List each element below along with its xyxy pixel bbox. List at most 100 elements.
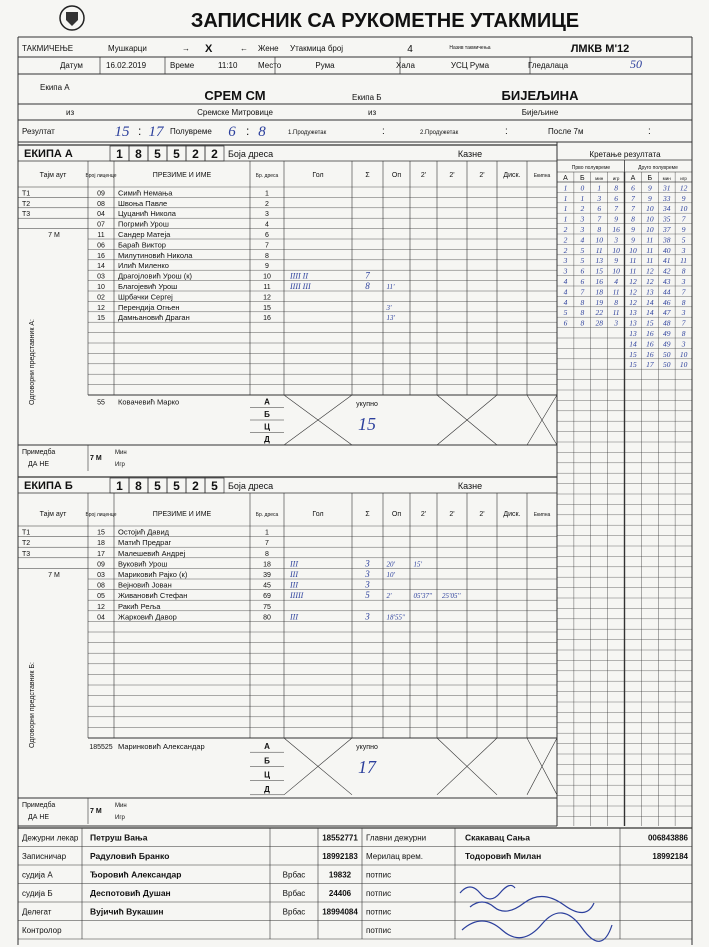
- field-text: 44: [663, 287, 671, 296]
- field-text: 14: [646, 308, 654, 317]
- field-text: 11:10: [218, 61, 238, 70]
- field-text: 19: [595, 298, 603, 307]
- field-text: 16: [646, 339, 654, 348]
- field-text: 10: [612, 267, 620, 276]
- field-text: Б: [648, 175, 653, 182]
- field-text: Број лиценце: [86, 173, 117, 179]
- field-text: Д: [264, 785, 270, 794]
- field-text: Врбас: [283, 871, 306, 880]
- field-text: 1: [116, 479, 123, 493]
- field-text: 7: [265, 242, 269, 249]
- field-text: 9: [631, 235, 635, 244]
- field-text: 15: [97, 530, 105, 537]
- field-text: Тајм аут: [40, 172, 67, 179]
- field-text: 5: [580, 246, 584, 255]
- field-text: Вујичић Вукашин: [90, 907, 163, 917]
- field-text: 6: [614, 194, 618, 203]
- field-text: ЕКИПА Б: [24, 480, 73, 492]
- field-text: Маринковић Александар: [118, 742, 205, 751]
- field-text: 7: [265, 540, 269, 547]
- field-text: мин: [663, 176, 672, 181]
- field-text: Диск.: [503, 172, 520, 179]
- field-text: Илић Миленко: [118, 261, 169, 270]
- field-text: 11: [646, 256, 653, 265]
- field-text: 15': [414, 560, 423, 568]
- field-text: 3: [364, 580, 370, 590]
- field-text: 55: [97, 400, 105, 407]
- field-text: 15: [629, 360, 637, 369]
- field-text: 10: [629, 246, 637, 255]
- field-text: IIIII: [289, 591, 304, 600]
- field-text: Дежурни лекар: [22, 834, 79, 843]
- field-text: 0: [580, 183, 584, 192]
- field-text: 9: [614, 256, 618, 265]
- field-text: Б: [264, 410, 270, 419]
- field-text: Петруш Вања: [90, 833, 148, 843]
- field-text: 1: [564, 215, 568, 224]
- field-text: 3: [579, 225, 584, 234]
- field-text: Б: [580, 175, 585, 182]
- field-text: ТАКМИЧЕЊЕ: [22, 44, 73, 53]
- field-text: 16.02.2019: [106, 61, 147, 70]
- field-text: 15: [358, 414, 376, 434]
- field-text: 13: [595, 256, 603, 265]
- field-text: 7: [682, 287, 686, 296]
- field-text: 2: [265, 201, 269, 208]
- field-text: T3: [22, 211, 30, 218]
- field-text: 10: [97, 284, 105, 291]
- field-text: 10: [263, 274, 271, 281]
- field-text: Хала: [396, 61, 415, 70]
- field-text: После 7м: [548, 127, 584, 136]
- field-text: потпис: [366, 889, 391, 898]
- field-text: 2': [449, 511, 454, 518]
- field-text: 10: [612, 246, 620, 255]
- field-text: судија А: [22, 871, 53, 880]
- field-text: 5: [564, 308, 568, 317]
- field-text: 05: [97, 593, 105, 600]
- field-text: 11: [646, 246, 653, 255]
- field-text: 18: [97, 540, 105, 547]
- field-text: 41: [663, 256, 671, 265]
- field-text: Вуковић Урош: [118, 559, 167, 568]
- field-text: А: [264, 398, 270, 407]
- field-text: Σ: [365, 172, 370, 179]
- field-text: игр: [680, 176, 687, 181]
- field-text: Оп: [392, 172, 401, 179]
- field-text: 3: [681, 246, 686, 255]
- field-text: Боја дреса: [228, 481, 273, 491]
- field-text: Диск.: [503, 511, 520, 518]
- field-text: 10: [680, 360, 688, 369]
- field-text: 8: [682, 329, 686, 338]
- field-text: 18994084: [322, 908, 358, 917]
- field-text: T3: [22, 551, 30, 558]
- field-text: Екипна: [534, 173, 551, 179]
- field-text: III: [289, 581, 298, 590]
- field-text: Гол: [312, 172, 323, 179]
- field-text: Сремске Митровице: [197, 108, 273, 117]
- field-text: 12: [629, 298, 637, 307]
- field-text: 13: [646, 287, 654, 296]
- field-text: 17: [97, 551, 105, 558]
- field-text: укупно: [356, 401, 378, 408]
- field-text: 1: [265, 530, 269, 537]
- field-text: 13: [629, 329, 637, 338]
- field-text: 4: [580, 235, 584, 244]
- field-text: 3: [563, 256, 568, 265]
- field-text: 5: [365, 590, 370, 600]
- field-text: Главни дежурни: [366, 834, 426, 843]
- field-text: из: [66, 108, 74, 117]
- field-text: T1: [22, 190, 30, 197]
- field-text: 11: [263, 284, 270, 291]
- field-text: 17: [646, 360, 654, 369]
- field-text: 3': [386, 304, 393, 312]
- field-text: 4: [564, 287, 568, 296]
- field-text: 16: [612, 225, 620, 234]
- field-text: Врбас: [283, 889, 306, 898]
- field-text: 4: [564, 298, 568, 307]
- field-text: 1: [116, 147, 123, 161]
- field-text: 8: [614, 183, 618, 192]
- field-text: Цуцанић Никола: [118, 209, 177, 218]
- field-text: 7: [580, 287, 584, 296]
- field-text: 10: [680, 350, 688, 359]
- field-text: 34: [662, 204, 671, 213]
